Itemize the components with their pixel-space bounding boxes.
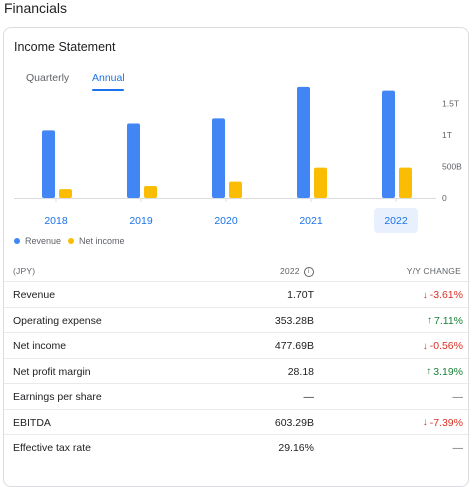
row-change: ↓ -0.56% xyxy=(423,340,463,352)
arrow-down-icon: ↓ xyxy=(422,340,428,352)
tab-annual[interactable]: Annual xyxy=(92,72,125,84)
y-tick-label: 1.5T xyxy=(442,98,459,108)
legend-revenue-swatch xyxy=(14,238,20,244)
table-row: EBITDA 603.29B ↓ -7.39% xyxy=(4,408,470,434)
row-value: 603.29B xyxy=(274,416,314,429)
x-tick-label[interactable]: 2022 xyxy=(384,215,408,227)
legend-revenue-label: Revenue xyxy=(25,236,62,246)
arrow-down-icon: ↓ xyxy=(422,417,428,428)
selected-year-highlight[interactable] xyxy=(374,208,418,233)
net-income-bar xyxy=(229,181,242,198)
row-change-value: 7.11% xyxy=(434,314,463,327)
row-change-value: -3.61% xyxy=(429,289,463,301)
revenue-bar xyxy=(127,123,140,198)
revenue-bar xyxy=(382,90,395,198)
table-row: Earnings per share — — xyxy=(4,383,470,408)
table-change-header: Y/Y CHANGE xyxy=(406,266,461,276)
legend-revenue: Revenue xyxy=(14,236,61,246)
row-change: — xyxy=(453,391,464,403)
y-tick-label: 1T xyxy=(442,130,452,140)
row-label: EBITDA xyxy=(13,416,51,429)
x-tick-label[interactable]: 2020 xyxy=(214,215,238,227)
table-row: Operating expense 353.28B ↑ 7.11% xyxy=(4,306,470,332)
income-statement-card: Income Statement Quarterly Annual 2018 20… xyxy=(3,27,470,487)
row-value: 477.69B xyxy=(274,340,314,352)
y-tick-label: 0 xyxy=(442,193,447,203)
row-label: Operating expense xyxy=(13,314,102,327)
table-year-header: 2022 i xyxy=(280,266,314,277)
legend-net-income-swatch xyxy=(68,238,74,244)
row-value: 28.18 xyxy=(287,365,314,378)
page-title: Financials xyxy=(4,0,68,16)
table-row: Net profit margin 28.18 ↑ 3.19% xyxy=(4,357,470,383)
row-change: ↓ -7.39% xyxy=(423,417,463,429)
row-value: — xyxy=(303,391,315,403)
row-label: Net profit margin xyxy=(13,365,91,378)
row-change: ↓ -3.61% xyxy=(423,289,463,301)
x-tick-label[interactable]: 2018 xyxy=(44,215,68,227)
table-row: Effective tax rate 29.16% — xyxy=(4,434,470,459)
row-change-value: 3.19% xyxy=(433,365,463,378)
row-value: 1.70T xyxy=(287,289,314,301)
row-label: Net income xyxy=(13,340,67,352)
net-income-bar xyxy=(144,186,157,198)
revenue-bar xyxy=(297,86,310,198)
row-value: 353.28B xyxy=(274,314,314,327)
y-tick-label: 500B xyxy=(442,161,462,171)
revenue-bar xyxy=(42,130,55,198)
legend-net-income-label: Net income xyxy=(79,236,125,246)
x-tick-label[interactable]: 2021 xyxy=(299,215,323,227)
x-tick-label[interactable]: 2019 xyxy=(129,215,153,227)
row-change: ↑ 3.19% xyxy=(426,366,463,378)
table-row: Revenue 1.70T ↓ -3.61% xyxy=(4,281,470,306)
row-change: ↑ 7.11% xyxy=(427,315,463,327)
arrow-up-icon: ↑ xyxy=(427,315,432,326)
income-chart: 2018 2019 2020 2021 2022 0 500B 1T 1.5T xyxy=(14,86,462,233)
row-change-value: — xyxy=(452,442,464,454)
net-income-bar xyxy=(59,189,72,198)
arrow-down-icon: ↓ xyxy=(422,289,428,301)
row-label: Effective tax rate xyxy=(13,442,92,454)
row-change: — xyxy=(453,442,464,454)
info-icon[interactable]: i xyxy=(303,266,314,277)
net-income-bar xyxy=(399,167,412,198)
arrow-up-icon: ↑ xyxy=(426,366,432,377)
table-unit-header: (JPY) xyxy=(13,266,36,276)
revenue-bar xyxy=(212,118,225,198)
row-value: 29.16% xyxy=(278,442,314,454)
net-income-bar xyxy=(314,167,327,198)
row-change-value: — xyxy=(452,391,464,403)
row-change-value: -0.56% xyxy=(429,340,463,352)
row-label: Earnings per share xyxy=(13,391,102,403)
row-label: Revenue xyxy=(13,289,56,301)
legend-net-income: Net income xyxy=(68,236,125,246)
table-year-label: 2022 xyxy=(280,266,300,276)
tab-quarterly[interactable]: Quarterly xyxy=(26,72,70,84)
card-title: Income Statement xyxy=(14,40,116,54)
tab-active-indicator xyxy=(92,89,124,91)
row-change-value: -7.39% xyxy=(429,416,463,429)
table-row: Net income 477.69B ↓ -0.56% xyxy=(4,332,470,357)
